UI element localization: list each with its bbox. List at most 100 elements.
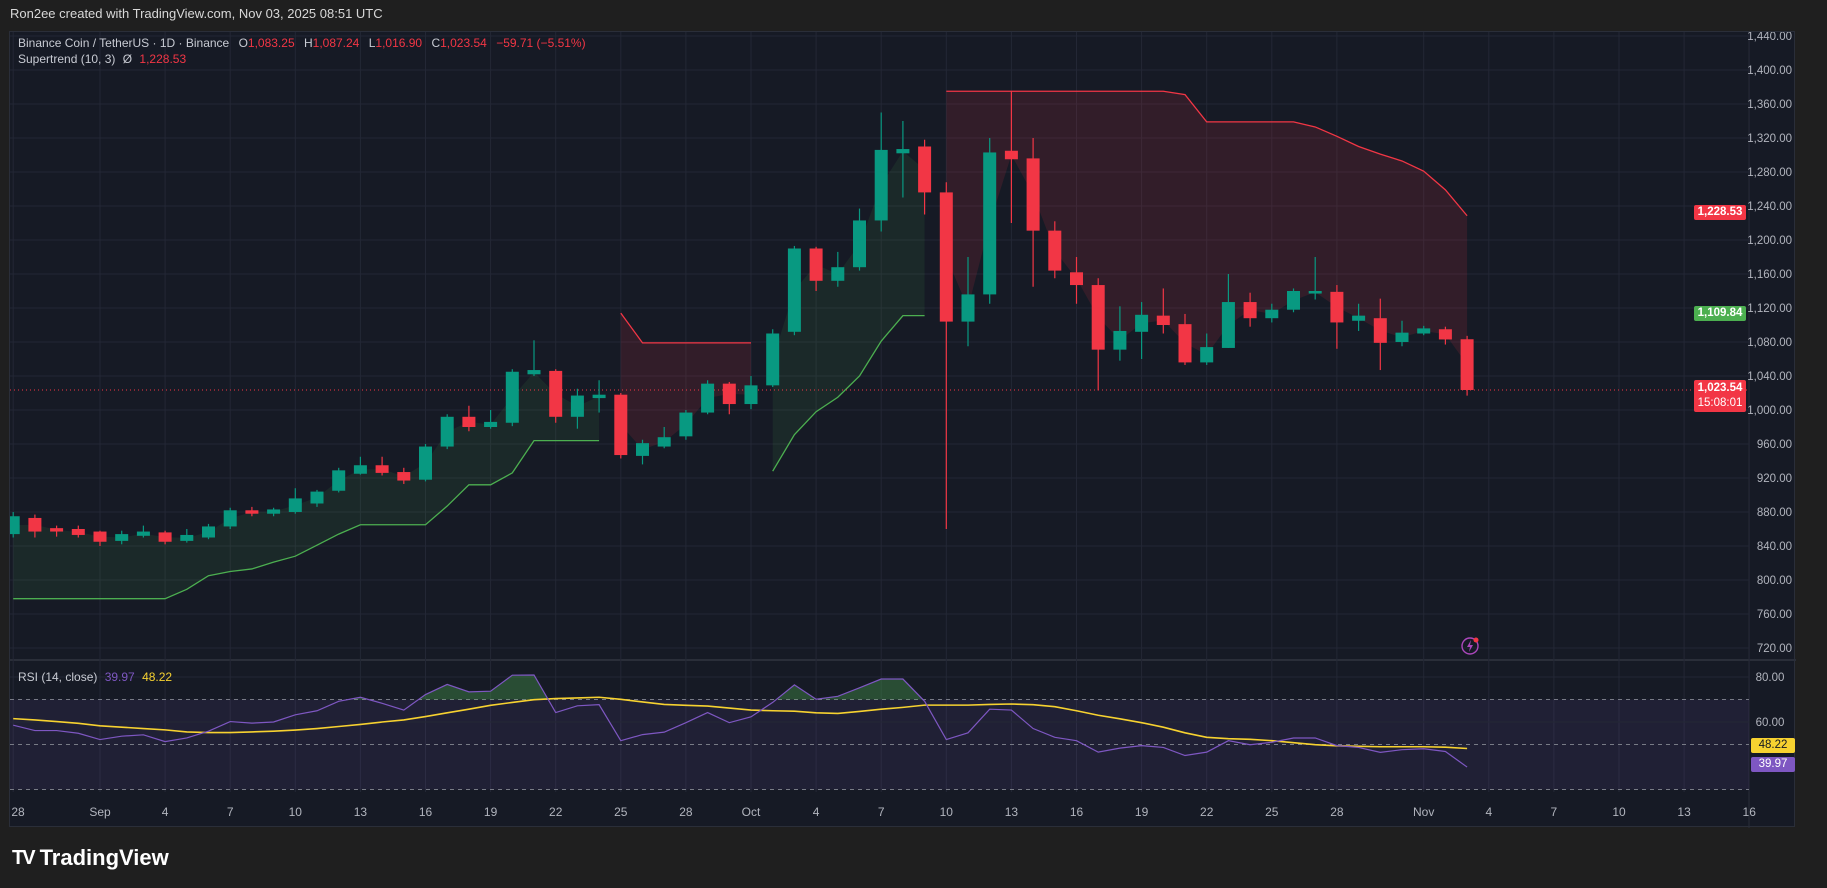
candle <box>245 506 259 517</box>
candle-body <box>505 371 519 423</box>
candle <box>766 329 780 388</box>
candle-body <box>809 248 823 281</box>
candle-body <box>939 192 953 322</box>
candle <box>1026 138 1040 287</box>
candle-body <box>1178 324 1192 363</box>
candle <box>1156 288 1170 334</box>
x-tick-label: 28 <box>11 805 25 819</box>
candle-body <box>440 416 454 447</box>
chart-panel[interactable]: 28 Sep 4 7 10 13 16 19 22 25 28 Oct 4 7 10 13 16 19 22 25 28… <box>9 31 1796 828</box>
close-value: 1,023.54 <box>440 36 487 50</box>
chart-credit: Ron2ee created with TradingView.com, Nov… <box>10 6 383 21</box>
price-tick-label: 1,040.00 <box>1747 371 1792 383</box>
candle <box>136 525 150 538</box>
candle-body <box>1004 150 1018 160</box>
rsi-band-fill <box>10 699 1749 790</box>
tradingview-logo[interactable]: TV TradingView <box>12 845 169 871</box>
candle <box>202 523 215 540</box>
candle-body <box>1460 339 1474 390</box>
candle <box>983 138 997 304</box>
candle-body <box>744 385 758 405</box>
candle-body <box>397 472 411 481</box>
candle <box>353 456 367 475</box>
price-tick-label: 760.00 <box>1757 609 1792 621</box>
x-tick-label: Nov <box>1413 805 1434 819</box>
x-tick-label: 16 <box>1743 805 1757 819</box>
candle-body <box>484 421 498 427</box>
symbol-name[interactable]: Binance Coin / TetherUS · 1D · Binance <box>18 36 230 50</box>
x-tick-label: 25 <box>1265 805 1279 819</box>
x-tick-label: 10 <box>289 805 303 819</box>
candle <box>71 525 85 538</box>
candle <box>874 112 888 232</box>
candle <box>1308 257 1322 300</box>
candle-body <box>1200 347 1214 363</box>
candle-body <box>961 294 975 322</box>
supertrend-value: 1,228.53 <box>139 52 187 66</box>
open-label: O <box>238 36 248 50</box>
x-tick-label: 22 <box>1200 805 1214 819</box>
candle <box>961 257 975 347</box>
candle-body <box>787 248 801 332</box>
candle-body <box>28 517 42 532</box>
candle <box>1287 288 1300 313</box>
candle-body <box>853 220 866 268</box>
price-tick-label: 880.00 <box>1757 507 1792 519</box>
candle-body <box>1026 158 1040 231</box>
candle-body <box>1330 291 1344 323</box>
price-tick-label: 1,280.00 <box>1747 167 1792 179</box>
candle <box>1221 274 1235 348</box>
candle <box>1395 320 1409 347</box>
last-price-value: 1,023.54 <box>1697 382 1743 394</box>
x-tick-label: 10 <box>1612 805 1626 819</box>
candle <box>419 444 432 482</box>
rsi-legend[interactable]: RSI (14, close) 39.97 48.22 <box>18 670 172 684</box>
symbol-legend: Binance Coin / TetherUS · 1D · Binance O… <box>18 36 592 50</box>
candle <box>1091 278 1105 391</box>
candle-body <box>614 394 628 456</box>
x-tick-label: 4 <box>162 805 169 819</box>
price-tick-label: 1,400.00 <box>1747 65 1792 77</box>
candle <box>853 208 866 271</box>
candle <box>1460 335 1474 396</box>
supertrend-up-fill <box>772 151 925 472</box>
x-tick-label: 28 <box>1330 805 1344 819</box>
rsi-tick-label: 80.00 <box>1756 672 1785 684</box>
rsi-label: RSI (14, close) <box>18 670 98 684</box>
candle <box>397 467 411 484</box>
candle <box>1135 302 1149 359</box>
candle-body <box>570 395 584 417</box>
lightning-alert-icon <box>1461 637 1479 655</box>
price-tick-label: 1,080.00 <box>1747 337 1792 349</box>
candle-body <box>136 531 150 536</box>
candle <box>592 380 606 413</box>
supertrend-hidden-icon[interactable]: Ø <box>122 52 133 66</box>
candle-body <box>50 528 64 532</box>
candle <box>223 507 237 529</box>
candle <box>809 246 823 291</box>
rsi-ma-value: 48.22 <box>142 670 173 684</box>
price-tick-label: 1,360.00 <box>1747 99 1792 111</box>
low-value: 1,016.90 <box>375 36 423 50</box>
candle-body <box>766 333 780 386</box>
candle <box>1048 221 1062 279</box>
candle-body <box>71 529 85 535</box>
candle-body <box>353 465 367 474</box>
tradingview-logo-icon: TV <box>12 846 36 869</box>
supertrend-up-line <box>13 439 600 600</box>
supertrend-legend[interactable]: Supertrend (10, 3) Ø 1,228.53 <box>18 52 192 66</box>
candle <box>462 405 476 432</box>
x-tick-label: 10 <box>940 805 954 819</box>
x-tick-label: 7 <box>1551 805 1558 819</box>
candle <box>549 369 563 423</box>
candle <box>93 530 107 546</box>
rsi-value: 39.97 <box>104 670 135 684</box>
candle <box>115 530 129 545</box>
candle <box>1004 91 1018 223</box>
chart-canvas[interactable]: 28 Sep 4 7 10 13 16 19 22 25 28 Oct 4 7 10 13 16 19 22 25 28… <box>10 32 1796 828</box>
candle-body <box>10 516 20 535</box>
candle <box>1330 285 1344 349</box>
candle-body <box>1156 315 1170 325</box>
candle-body <box>375 465 389 473</box>
high-value: 1,087.24 <box>312 36 360 50</box>
